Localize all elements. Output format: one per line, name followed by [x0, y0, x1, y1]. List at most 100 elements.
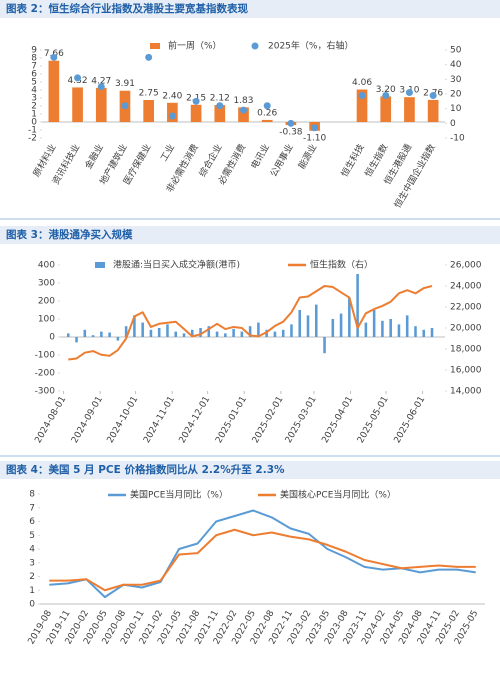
bar — [143, 100, 155, 122]
y-tick-label: 4 — [31, 86, 37, 96]
bar — [405, 315, 409, 337]
x-tick-label: 2024-11-01 — [142, 395, 177, 445]
bar — [372, 310, 376, 337]
y2-tick-label: 14,000 — [450, 387, 482, 397]
y-tick-label: 0 — [29, 600, 35, 610]
y-tick-label: 4 — [29, 545, 35, 555]
bar — [238, 107, 249, 122]
bar — [83, 329, 87, 337]
x-tick-label: 原材料业 — [30, 142, 58, 179]
y-tick-label: 2 — [29, 572, 35, 582]
y-tick-label: -2 — [28, 134, 37, 144]
y-tick-label: 0 — [31, 118, 37, 128]
bar — [404, 97, 415, 122]
y2-tick-label: 40 — [450, 60, 462, 70]
data-label: 4.27 — [91, 76, 111, 86]
legend-label: 恒生指数（右） — [310, 259, 373, 271]
bar — [72, 87, 83, 122]
y-tick-label: 6 — [29, 517, 35, 527]
x-tick-label: 恒生指数 — [362, 142, 390, 179]
y-tick-label: -100 — [35, 351, 56, 361]
bar — [190, 104, 202, 122]
dot — [358, 91, 366, 99]
y-tick-label: 200 — [38, 297, 55, 307]
bar — [95, 87, 107, 122]
dot — [145, 53, 153, 61]
bar — [257, 322, 260, 337]
bar — [224, 333, 227, 337]
y2-tick-label: 16,000 — [450, 366, 482, 376]
bar — [75, 337, 78, 343]
y-tick-label: 100 — [38, 315, 55, 325]
x-tick-label: 2024-09-01 — [70, 395, 105, 445]
bar — [427, 99, 439, 122]
bar — [381, 320, 384, 337]
y-tick-label: 2 — [31, 102, 37, 112]
bar — [207, 326, 211, 337]
y2-tick-label: 0 — [450, 119, 456, 129]
y-tick-label: 400 — [38, 261, 55, 271]
bar — [389, 319, 392, 337]
data-label: 2.75 — [139, 89, 159, 99]
y-tick-label: 8 — [29, 490, 35, 500]
bar — [157, 328, 161, 337]
x-tick-label: 恒生中国企业指数 — [392, 142, 438, 210]
data-label: -0.38 — [279, 128, 303, 138]
bar — [199, 328, 202, 337]
y2-tick-label: 10 — [450, 104, 462, 114]
title-bar — [0, 0, 500, 18]
x-tick-label: 2025-04-01 — [320, 395, 355, 445]
dot — [382, 91, 390, 99]
bar — [348, 297, 351, 337]
y2-tick-label: 20,000 — [450, 324, 482, 334]
chart-title: 图表 4：美国 5 月 PCE 价格指数同比从 2.2%升至 2.3% — [6, 463, 285, 476]
bar — [214, 105, 226, 122]
x-tick-label: 2024-12-01 — [178, 395, 213, 445]
bar — [166, 324, 169, 337]
bar — [306, 315, 310, 337]
bar — [240, 331, 244, 337]
dot — [192, 97, 200, 105]
bar — [364, 322, 368, 337]
dot — [168, 112, 176, 120]
x-tick-label: 金融业 — [82, 142, 106, 171]
series-line — [49, 509, 476, 599]
bar — [167, 102, 178, 122]
bar — [149, 329, 153, 337]
bar — [100, 331, 103, 337]
bar — [215, 331, 219, 337]
y2-tick-label: -10 — [450, 134, 465, 144]
y-tick-label: 5 — [31, 78, 37, 88]
bar — [430, 328, 434, 337]
y2-tick-label: 30 — [450, 75, 462, 85]
y-tick-label: 9 — [31, 46, 37, 56]
data-label: 3.20 — [376, 85, 396, 95]
legend-label: 美国核心PCE当月同比（%） — [280, 489, 396, 501]
y-tick-label: 7 — [29, 503, 35, 513]
y-tick-label: -200 — [35, 369, 56, 379]
title-bar — [0, 226, 500, 244]
y-tick-label: -300 — [35, 387, 56, 397]
x-tick-label: 2024-08-01 — [33, 395, 68, 445]
bar — [298, 310, 302, 337]
bar — [124, 326, 128, 337]
data-label: 4.06 — [352, 78, 372, 88]
data-label: 2.12 — [210, 94, 230, 104]
bar — [314, 304, 318, 337]
bar — [397, 324, 401, 337]
bar — [190, 329, 194, 337]
dot — [429, 91, 437, 99]
y-tick-label: 1 — [29, 586, 35, 596]
bar — [414, 326, 417, 337]
bar — [116, 337, 120, 341]
chart-title: 图表 3：港股通净买入规模 — [6, 228, 133, 241]
bar — [108, 332, 111, 337]
dot — [287, 119, 295, 127]
bar — [380, 96, 392, 122]
y-tick-label: 5 — [29, 531, 35, 541]
bar — [261, 119, 273, 122]
dot — [311, 124, 319, 132]
bar — [265, 329, 268, 337]
legend-swatch — [95, 262, 105, 268]
dot — [240, 106, 247, 114]
